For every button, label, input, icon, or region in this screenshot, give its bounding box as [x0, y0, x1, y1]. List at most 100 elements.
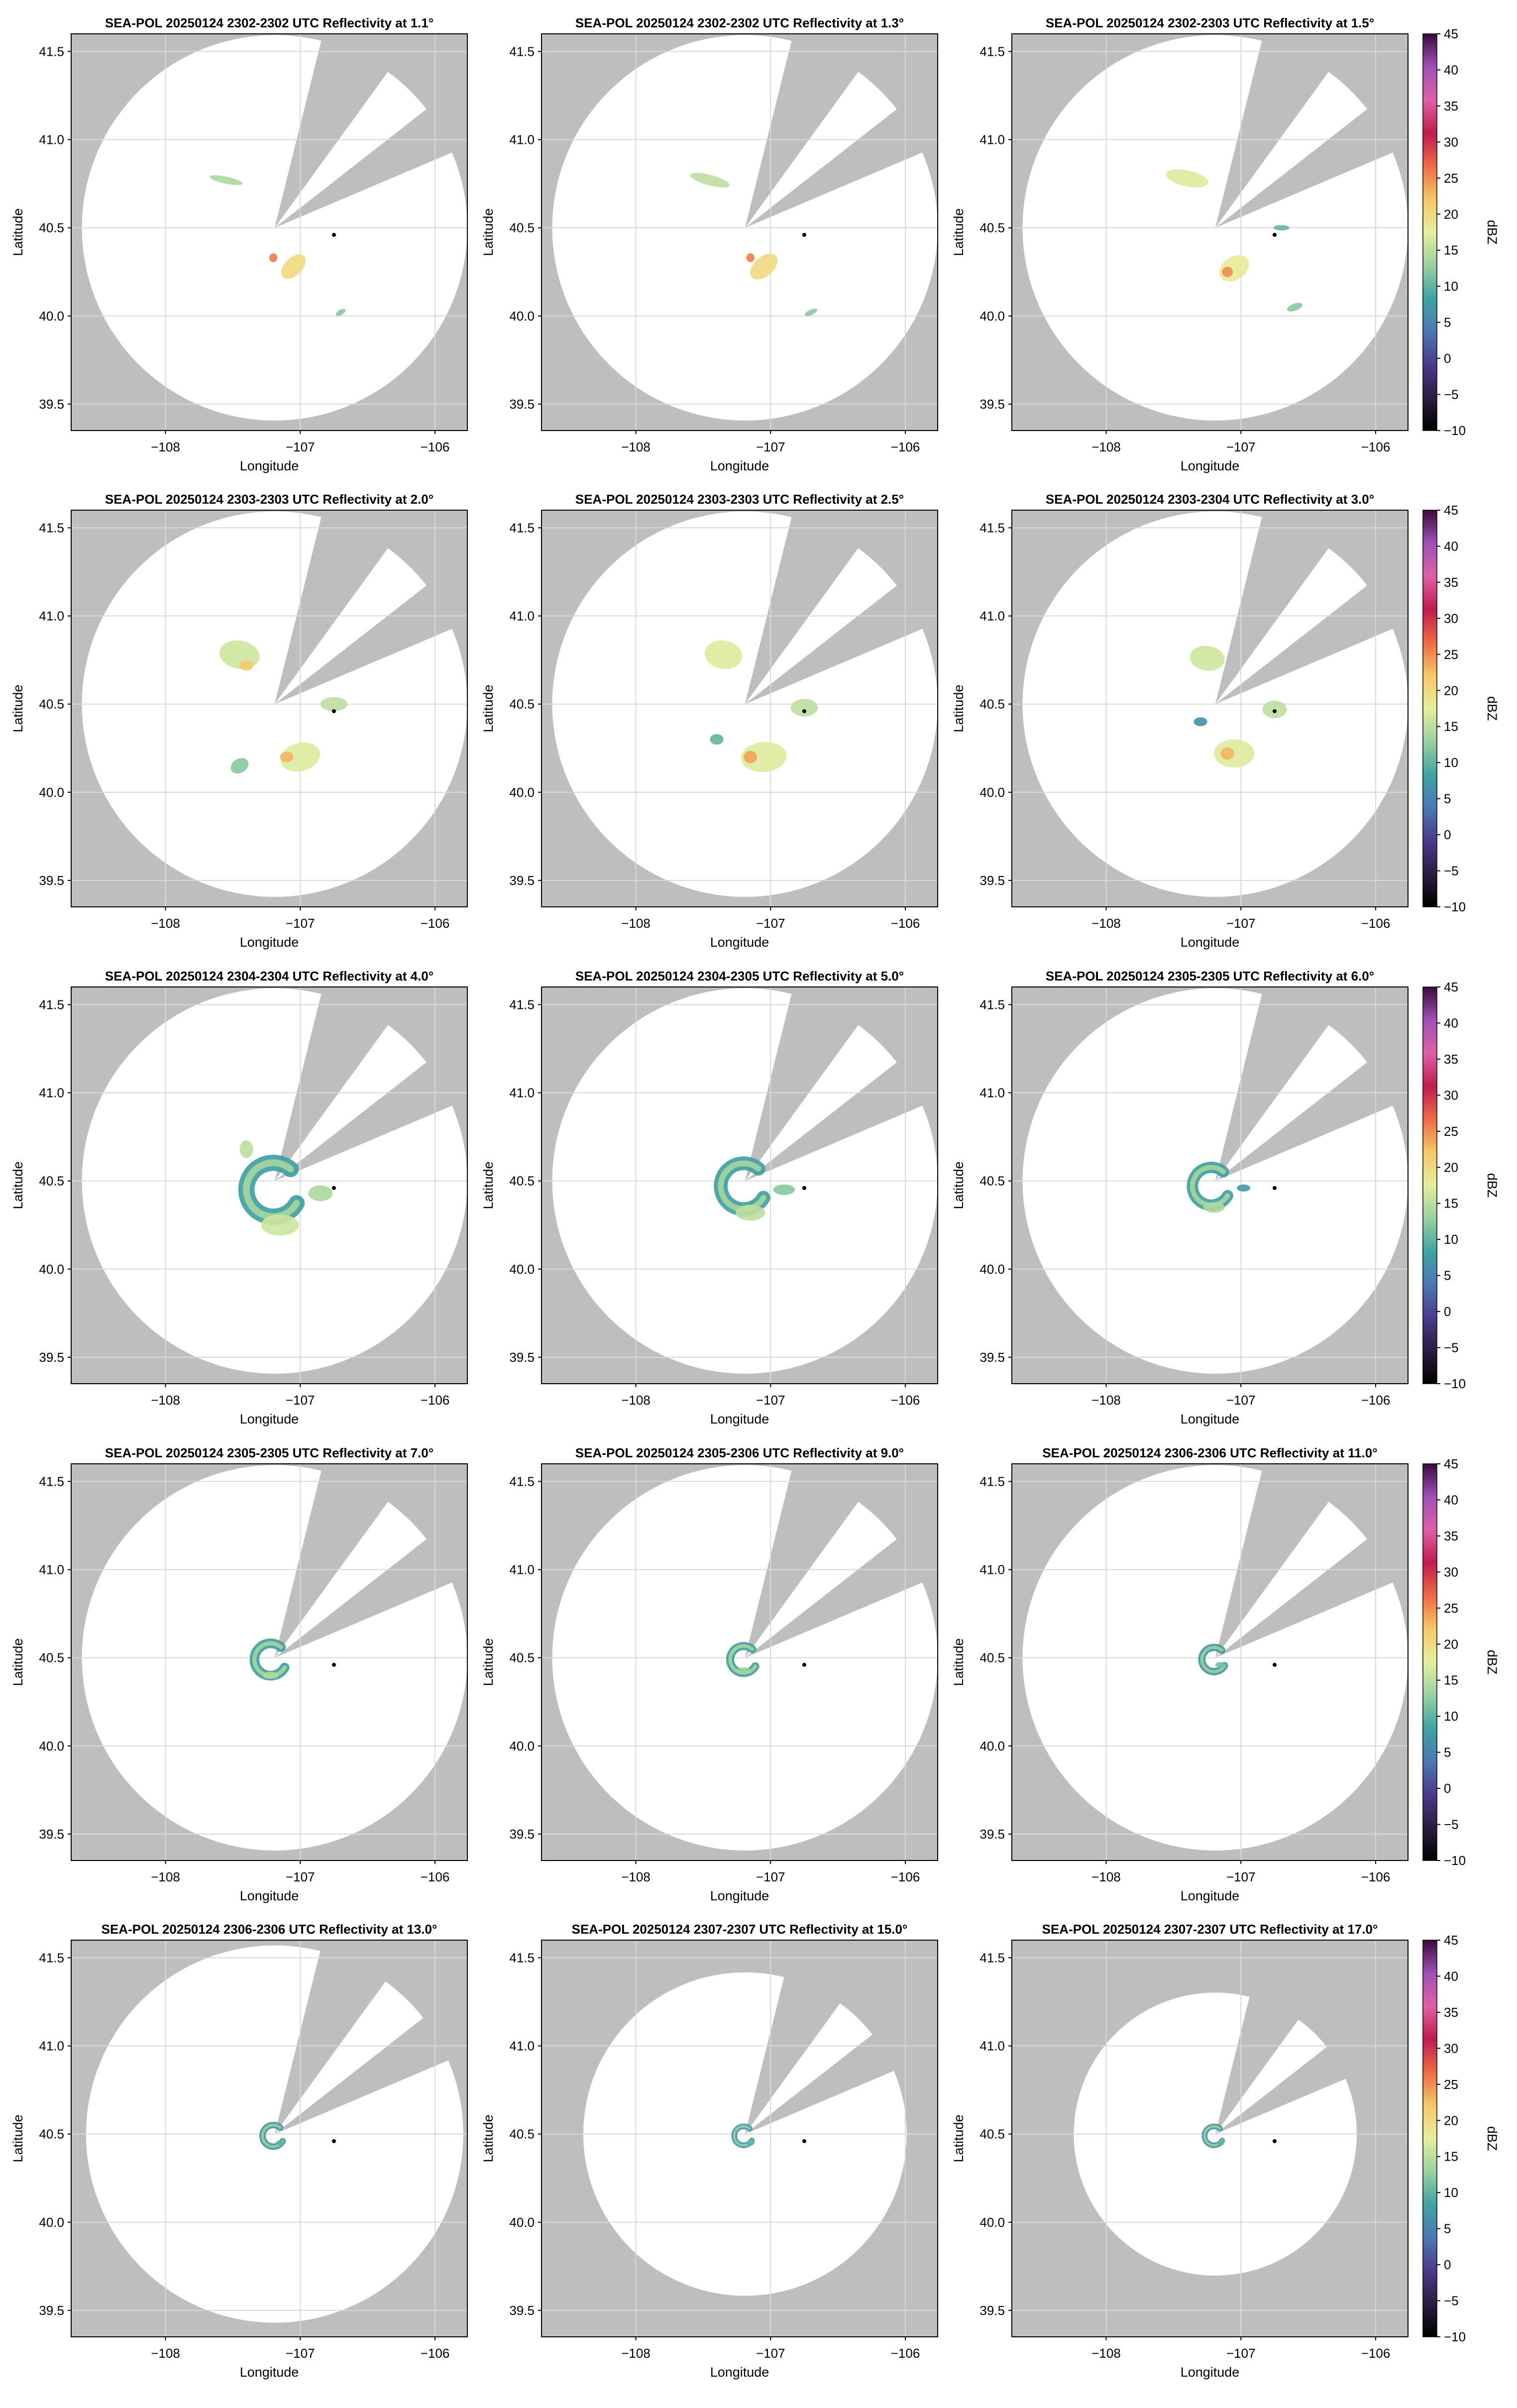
y-tick-label: 41.0	[509, 1562, 535, 1577]
echo-cell	[1203, 1202, 1225, 1213]
y-axis-label: Latitude	[10, 684, 25, 732]
site-marker	[331, 1186, 336, 1190]
colorbar-tick-label: 25	[1444, 1601, 1458, 1616]
panel-title: SEA-POL 20250124 2307-2307 UTC Reflectiv…	[572, 1922, 908, 1937]
echo-cell	[746, 2140, 755, 2146]
panel-title: SEA-POL 20250124 2306-2306 UTC Reflectiv…	[102, 1922, 437, 1937]
echo-layer	[249, 1638, 290, 1681]
echo-cell	[773, 1184, 795, 1195]
colorbar-1: −10 −5 0 5 10 15 20 25 30 35 40 45 dBZ	[1422, 26, 1500, 438]
y-tick-label: 41.5	[39, 997, 64, 1012]
panel-frame	[1011, 510, 1409, 907]
gridlines	[1012, 510, 1408, 907]
echo-layer	[259, 2122, 286, 2150]
echo-layer	[1201, 2123, 1225, 2148]
panel-frame	[541, 1940, 938, 2337]
y-tick-label: 40.0	[509, 309, 535, 324]
colorbar-tick-label: 35	[1444, 575, 1458, 590]
y-axis-label: Latitude	[951, 684, 966, 732]
echo-cell	[335, 309, 346, 316]
x-tick-label: −107	[756, 439, 785, 454]
site-marker	[802, 2139, 806, 2143]
radar-panel-2: −108 −107 −106 39.5 40.0 40.5 41.0 41.5 Longitud…	[481, 15, 938, 473]
x-tick-label: −107	[286, 916, 315, 931]
y-tick-label: 40.5	[39, 220, 64, 235]
echo-cell	[1222, 266, 1233, 277]
echo-cell	[750, 253, 778, 280]
site-marker	[802, 1662, 806, 1667]
colorbar-tick-label: 45	[1444, 980, 1458, 994]
x-axis-label: Longitude	[710, 458, 769, 473]
radar-panel-5: −108 −107 −106 39.5 40.0 40.5 41.0 41.5 Longitud…	[481, 492, 938, 950]
echo-cell	[1220, 747, 1234, 760]
x-tick-label: −107	[1226, 1393, 1256, 1408]
x-tick-label: −106	[891, 1393, 920, 1408]
colorbar-tick-label: 30	[1444, 1088, 1458, 1102]
x-tick-label: −106	[421, 2346, 450, 2361]
echo-cell	[280, 742, 321, 772]
y-tick-label: 41.0	[509, 132, 535, 147]
x-tick-label: −107	[756, 1869, 785, 1884]
echo-layer	[690, 173, 817, 317]
y-tick-label: 40.5	[979, 1650, 1005, 1665]
y-tick-label: 39.5	[39, 1827, 64, 1842]
colorbar-label: dBZ	[1485, 696, 1500, 721]
colorbar-tick-label: 40	[1444, 1969, 1458, 1983]
y-tick-label: 40.0	[979, 785, 1005, 800]
colorbar-tick-label: 40	[1444, 1015, 1458, 1030]
y-tick-label: 40.5	[979, 697, 1005, 712]
colorbar-tick-label: 25	[1444, 171, 1458, 186]
x-axis-label: Longitude	[240, 1412, 299, 1426]
y-tick-label: 41.0	[979, 132, 1005, 147]
y-tick-label: 40.0	[509, 2215, 535, 2230]
colorbar-gradient	[1422, 33, 1437, 431]
echo-cell	[1166, 169, 1208, 188]
gridlines	[71, 34, 467, 431]
colorbar-5: −10 −5 0 5 10 15 20 25 30 35 40 45 dBZ	[1422, 1933, 1500, 2344]
panel-title: SEA-POL 20250124 2303-2303 UTC Reflectiv…	[575, 492, 904, 507]
colorbar-tick-label: 40	[1444, 1492, 1458, 1507]
echo-cell	[1217, 2140, 1224, 2146]
colorbar-tick-label: 35	[1444, 99, 1458, 113]
site-marker	[1272, 1662, 1277, 1667]
y-tick-label: 41.0	[509, 609, 535, 624]
echo-layer	[1198, 1643, 1228, 1675]
echo-cell	[1287, 303, 1303, 312]
gridlines	[542, 1464, 938, 1861]
echo-ring-core	[728, 1644, 757, 1675]
echo-cell	[1273, 225, 1290, 230]
colorbar-tick-label: −5	[1444, 864, 1459, 878]
colorbar-tick-label: 25	[1444, 647, 1458, 662]
colorbar-tick-label: 10	[1444, 1232, 1458, 1247]
x-tick-label: −108	[151, 439, 180, 454]
x-tick-label: −107	[756, 1393, 785, 1408]
x-tick-label: −108	[621, 439, 650, 454]
site-marker	[331, 709, 336, 713]
colorbar-tick-label: 5	[1444, 315, 1451, 330]
y-axis-label: Latitude	[481, 208, 496, 256]
radar-panel-15: −108 −107 −106 39.5 40.0 40.5 41.0 41.5 Longitud…	[951, 1922, 1409, 2380]
colorbar-tick-label: 0	[1444, 351, 1451, 366]
echo-cell	[704, 640, 743, 669]
colorbar-tick-label: 5	[1444, 791, 1451, 806]
colorbar-tick-label: −10	[1444, 1376, 1466, 1391]
colorbar-tick-label: 45	[1444, 1456, 1458, 1471]
echo-cell	[690, 173, 730, 188]
y-tick-label: 40.5	[39, 1174, 64, 1189]
y-axis-label: Latitude	[481, 1638, 496, 1686]
x-tick-label: −108	[1091, 2346, 1121, 2361]
colorbar-tick-label: 30	[1444, 2041, 1458, 2056]
y-tick-label: 40.0	[979, 309, 1005, 324]
x-tick-label: −108	[151, 2346, 180, 2361]
colorbar-tick-label: 15	[1444, 243, 1458, 258]
x-tick-label: −106	[1361, 1393, 1391, 1408]
y-tick-label: 39.5	[509, 1350, 535, 1365]
echo-cell	[737, 1667, 751, 1673]
y-tick-label: 39.5	[979, 1827, 1005, 1842]
y-tick-label: 40.0	[509, 785, 535, 800]
gridlines	[71, 1464, 467, 1861]
x-axis-label: Longitude	[240, 458, 299, 473]
y-tick-label: 39.5	[979, 2303, 1005, 2318]
y-tick-label: 41.5	[979, 997, 1005, 1012]
panel-frame	[541, 33, 938, 431]
